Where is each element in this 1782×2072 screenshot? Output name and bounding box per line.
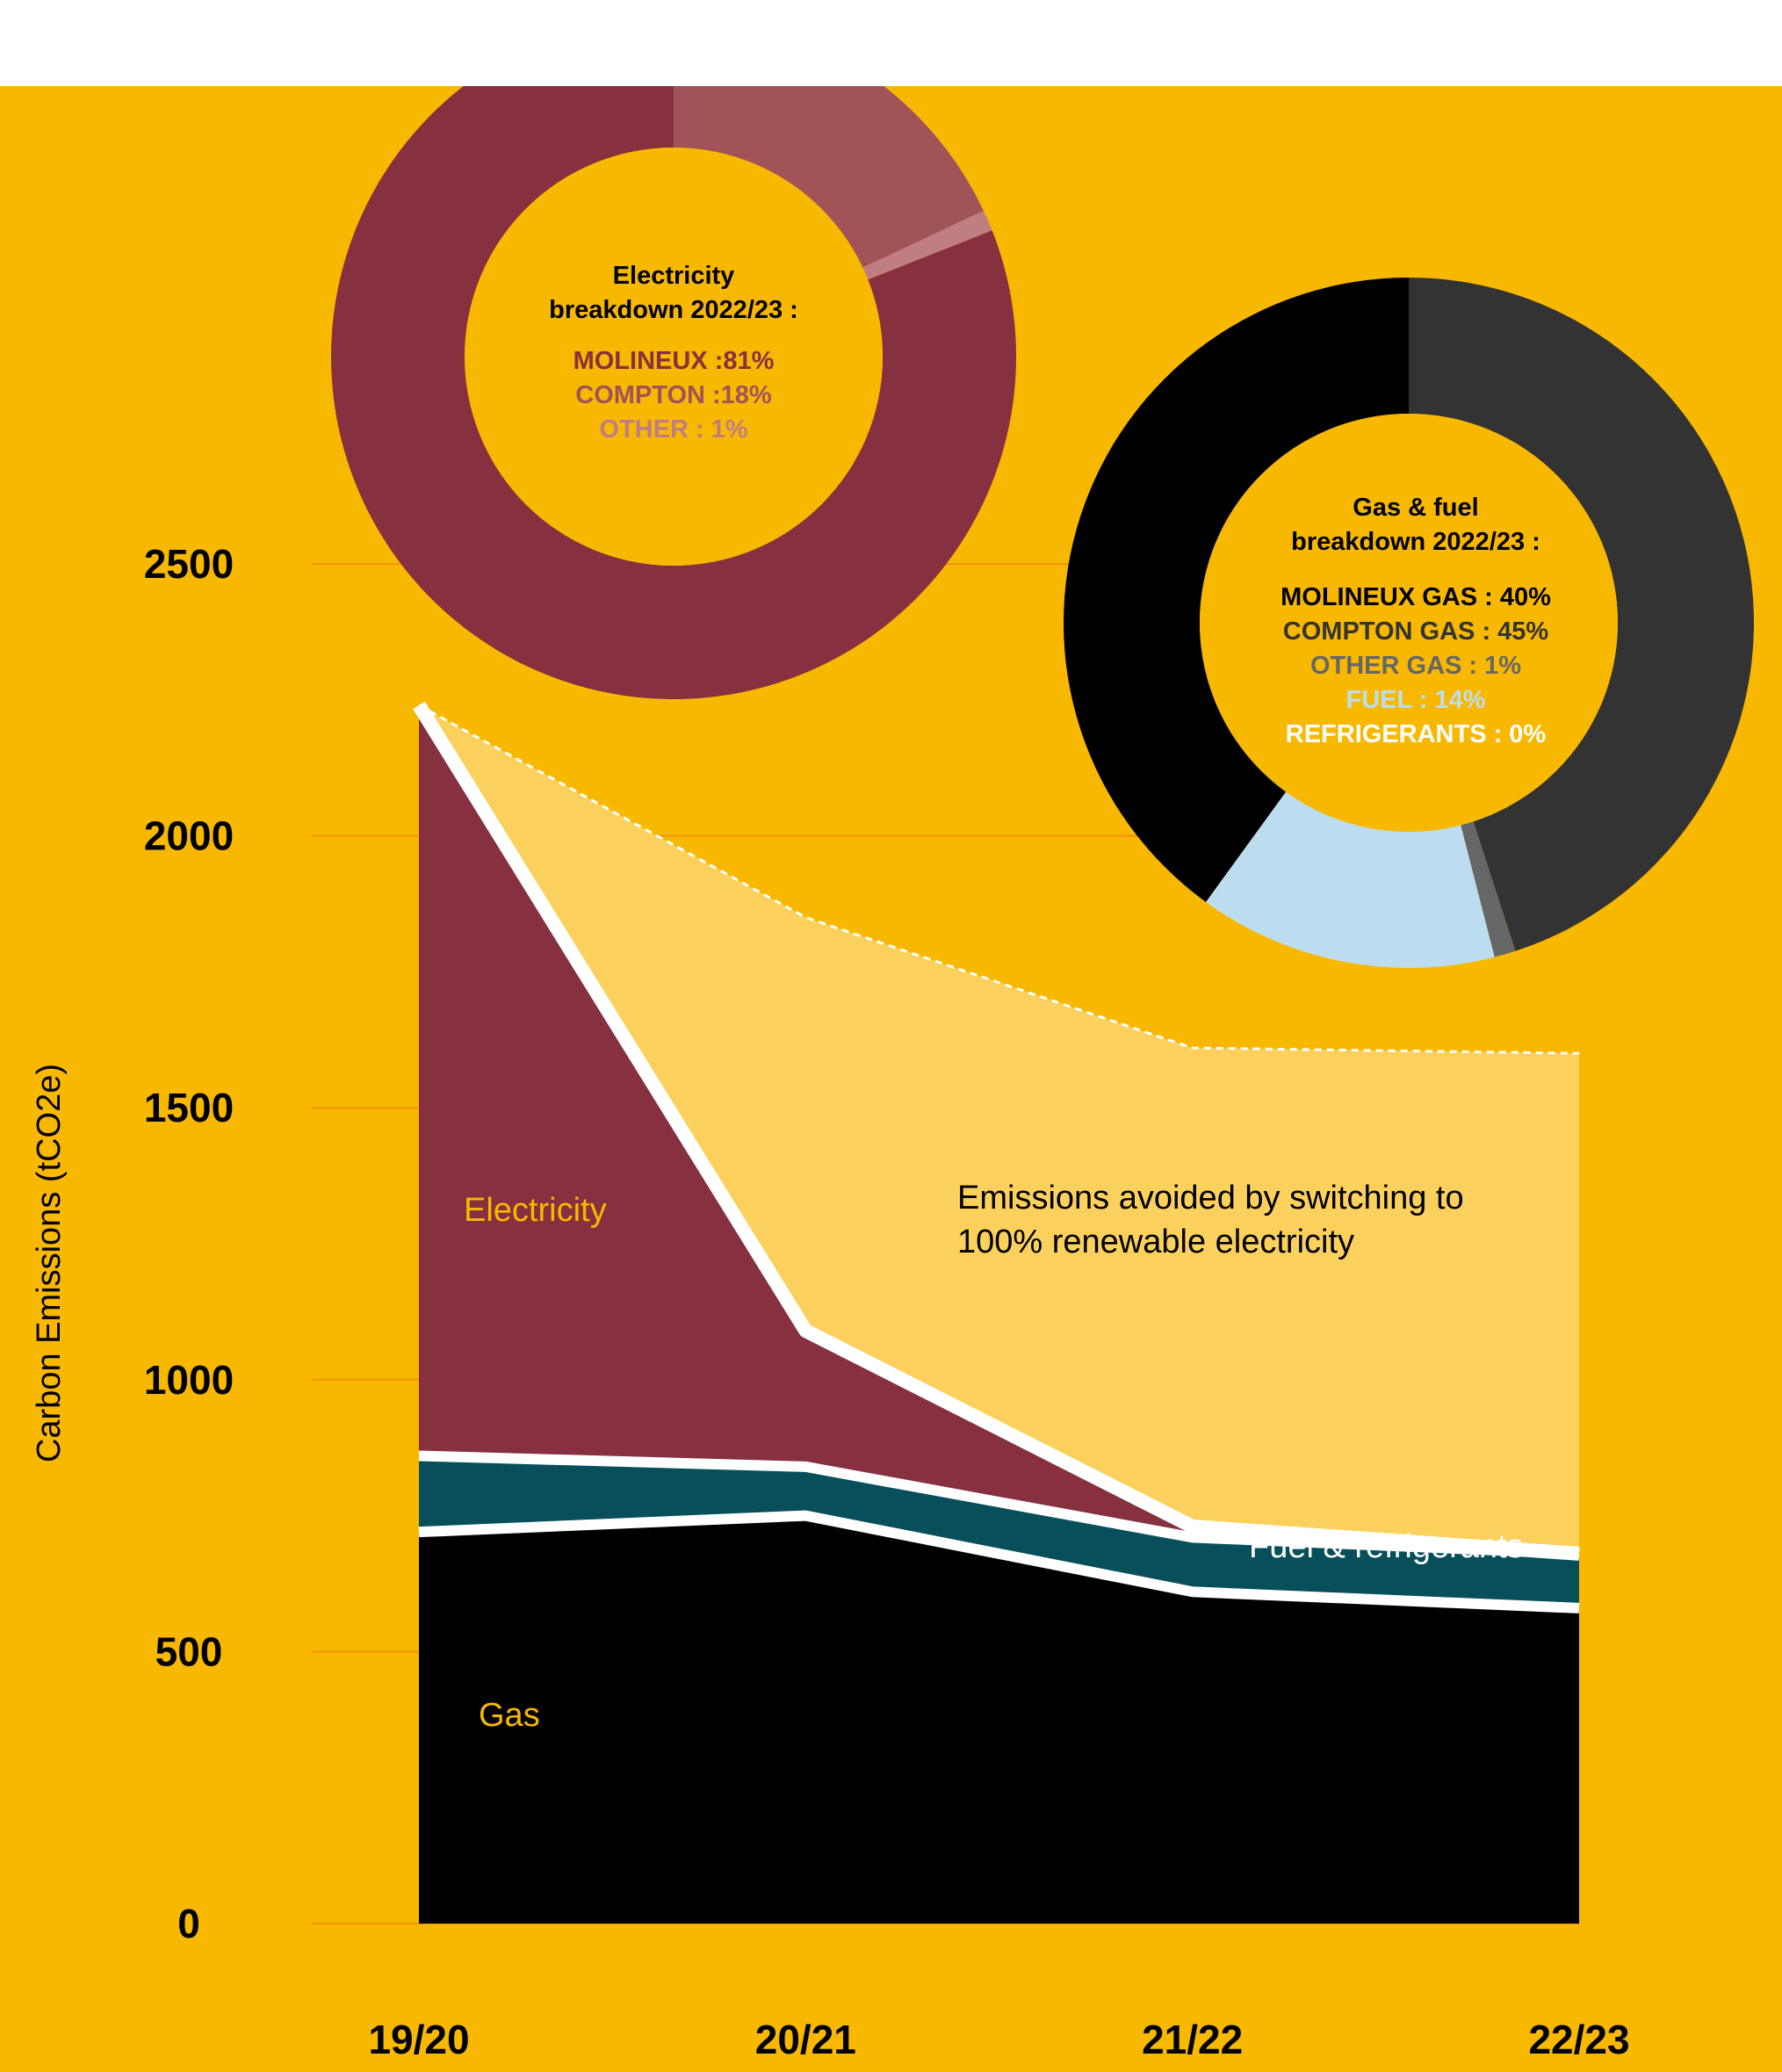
gas-donut-hole xyxy=(1200,414,1618,832)
gas-legend-compton: COMPTON GAS : 45% xyxy=(1283,617,1549,646)
gas-donut-slice-2 xyxy=(1206,791,1495,968)
y-axis-label: Carbon Emissions (tCO2e) xyxy=(31,1064,68,1462)
gas-donut-title-2: breakdown 2022/23 : xyxy=(1291,528,1540,556)
gas-area xyxy=(419,1515,1579,1924)
y-tick-2000: 2000 xyxy=(144,813,234,859)
fuel-area-label: Fuel & refrigerants xyxy=(1249,1528,1524,1565)
gas-fuel-donut xyxy=(1064,278,1754,968)
y-axis-ticks: 0 500 1000 1500 2000 2500 xyxy=(144,541,234,1946)
electricity-donut-text: Electricity breakdown 2022/23 : MOLINEUX… xyxy=(549,262,798,444)
y-tick-2500: 2500 xyxy=(144,541,234,587)
separator-gas-area xyxy=(418,1510,1580,1614)
gas-donut-text: Gas & fuel breakdown 2022/23 : MOLINEUX … xyxy=(1281,494,1551,748)
y-tick-0: 0 xyxy=(177,1901,200,1946)
avoided-emissions-area xyxy=(419,704,1579,1554)
electricity-donut-slice-2 xyxy=(331,86,1016,699)
electricity-area xyxy=(419,704,1579,1554)
gas-legend-molineux: MOLINEUX GAS : 40% xyxy=(1281,583,1551,611)
electricity-legend-compton: COMPTON :18% xyxy=(575,381,772,409)
gas-donut-title-1: Gas & fuel xyxy=(1353,494,1478,522)
electricity-donut-hole xyxy=(465,148,883,566)
y-tick-1000: 1000 xyxy=(144,1357,234,1403)
electricity-donut xyxy=(331,86,1016,699)
gas-legend-fuel: FUEL : 14% xyxy=(1346,686,1485,714)
chart-panel: 0 500 1000 1500 2000 2500 19/20 20/21 21/22 22/2… xyxy=(0,86,1782,2072)
gas-legend-other: OTHER GAS : 1% xyxy=(1310,652,1521,680)
y-tick-1500: 1500 xyxy=(144,1085,234,1130)
fuel-refrigerants-area xyxy=(419,1455,1579,1608)
emissions-chart: 0 500 1000 1500 2000 2500 19/20 20/21 21/22 22/2… xyxy=(0,86,1782,2072)
electricity-legend-other: OTHER : 1% xyxy=(599,415,747,444)
electricity-donut-title-1: Electricity xyxy=(613,262,735,290)
avoided-area-label-line1: Emissions avoided by switching to xyxy=(957,1180,1464,1216)
avoided-dashed-boundary xyxy=(418,704,1580,1055)
y-tick-500: 500 xyxy=(155,1628,223,1674)
electricity-donut-slice-0 xyxy=(674,86,984,268)
avoided-area-label-line2: 100% renewable electricity xyxy=(957,1224,1354,1260)
x-axis-ticks: 19/20 20/21 21/22 22/23 xyxy=(368,2017,1629,2062)
x-tick-22-23: 22/23 xyxy=(1528,2017,1629,2062)
electricity-area-label: Electricity xyxy=(464,1192,607,1229)
electricity-donut-slice-1 xyxy=(862,210,992,280)
stacked-areas xyxy=(413,701,1580,1924)
gas-donut-slice-1 xyxy=(1461,821,1516,957)
separator-electricity-area xyxy=(413,701,1580,1561)
gas-area-label: Gas xyxy=(479,1697,540,1734)
x-tick-21-22: 21/22 xyxy=(1142,2017,1243,2062)
x-tick-19-20: 19/20 xyxy=(368,2017,469,2062)
gas-donut-slice-3 xyxy=(1064,278,1409,902)
x-tick-20-21: 20/21 xyxy=(755,2017,856,2062)
gas-legend-refrigerants: REFRIGERANTS : 0% xyxy=(1286,720,1547,748)
electricity-legend-molineux: MOLINEUX :81% xyxy=(574,347,775,375)
electricity-donut-title-2: breakdown 2022/23 : xyxy=(549,296,798,324)
gas-donut-slice-0 xyxy=(1409,278,1754,951)
